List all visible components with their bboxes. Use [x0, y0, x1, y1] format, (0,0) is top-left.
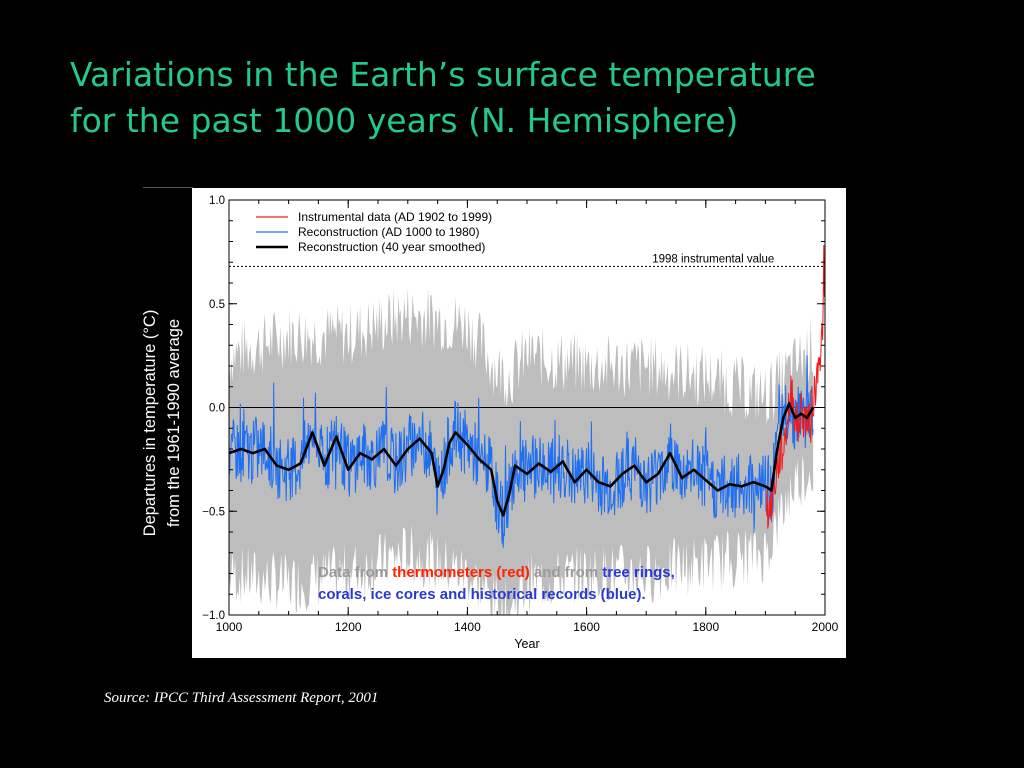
legend-entry-3: Reconstruction (40 year smoothed) — [298, 240, 485, 254]
legend-entry-1: Instrumental data (AD 1902 to 1999) — [298, 210, 492, 224]
reconstruction-line — [229, 355, 814, 548]
slide-title-line-2: for the past 1000 years (N. Hemisphere) — [70, 101, 739, 140]
y-axis-title-line-1: Departures in temperature (°C) — [141, 309, 159, 537]
source-citation: Source: IPCC Third Assessment Report, 20… — [104, 690, 379, 706]
y-tick-label: 1.0 — [209, 195, 225, 207]
annotation-part-1: Data from — [318, 564, 393, 581]
x-tick-label: 2000 — [812, 620, 839, 634]
annotation-thermometers: thermometers (red) — [392, 564, 530, 581]
y-tick-label: 0.5 — [209, 299, 225, 311]
x-axis-label: Year — [514, 637, 539, 651]
x-tick-label: 1000 — [216, 620, 243, 634]
data-source-annotation: Data from thermometers (red) and from tr… — [318, 562, 798, 606]
y-axis-title-line-2: from the 1961-1990 average — [165, 318, 183, 528]
y-tick-label: 0.0 — [209, 403, 225, 415]
x-tick-label: 1400 — [454, 620, 481, 634]
plot-area — [229, 244, 825, 615]
annotation-proxies: corals, ice cores and historical records… — [318, 586, 646, 603]
annotation-tree-rings: tree rings, — [602, 564, 675, 581]
reference-line-label: 1998 instrumental value — [652, 253, 774, 265]
y-tick-label: −0.5 — [202, 506, 225, 518]
y-tick-label: −1.0 — [202, 610, 225, 622]
slide-title: Variations in the Earth’s surface temper… — [70, 52, 970, 144]
slide-title-line-1: Variations in the Earth’s surface temper… — [70, 55, 816, 94]
x-tick-label: 1600 — [573, 620, 600, 634]
legend-entry-2: Reconstruction (AD 1000 to 1980) — [298, 225, 479, 239]
annotation-part-3: and from — [529, 564, 603, 581]
x-tick-label: 1800 — [692, 620, 719, 634]
x-tick-label: 1200 — [335, 620, 362, 634]
chart-panel: 1.0 0.5 0.0 −0.5 −1.0 1000 1200 1400 1600 1800 200… — [192, 188, 846, 658]
instrumental-line — [766, 244, 825, 529]
decorative-rule — [143, 187, 193, 188]
smoothed-line — [229, 402, 815, 517]
